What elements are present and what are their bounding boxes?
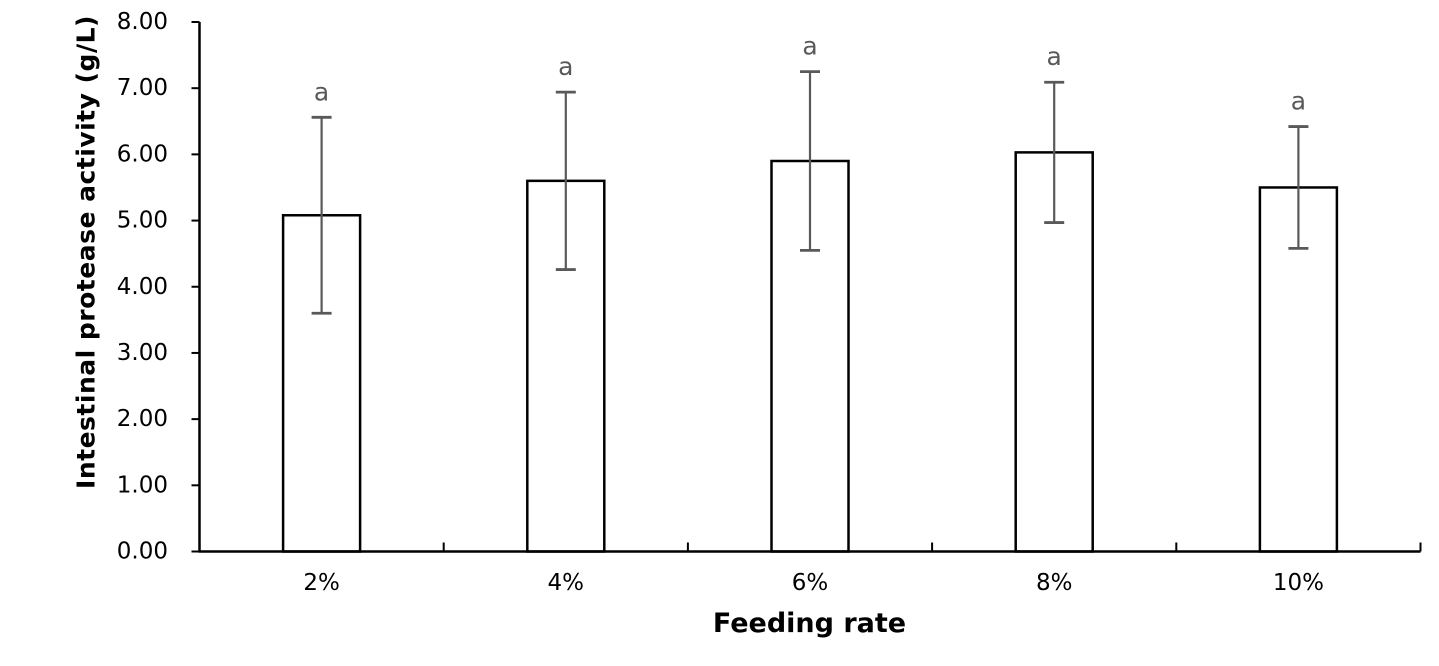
y-tick-label: 2.00: [117, 406, 168, 432]
y-tick-label: 3.00: [117, 340, 168, 366]
y-tick-label: 5.00: [117, 208, 168, 234]
x-axis-title: Feeding rate: [712, 608, 907, 639]
y-tick-label: 7.00: [117, 75, 168, 101]
x-tick-label: 6%: [792, 570, 829, 596]
x-tick-label: 8%: [1036, 570, 1073, 596]
sig-label: a: [1047, 42, 1062, 71]
sig-label: a: [802, 32, 817, 61]
y-tick-label: 0.00: [117, 539, 168, 565]
y-tick-label: 6.00: [117, 141, 168, 167]
y-tick-label: 4.00: [117, 274, 168, 300]
y-tick-label: 8.00: [117, 9, 168, 35]
y-axis-title: Intestinal protease activity (g/L): [71, 15, 101, 489]
y-tick-label: 1.00: [117, 472, 168, 498]
x-tick-label: 4%: [548, 570, 585, 596]
sig-label: a: [1291, 87, 1306, 116]
x-tick-label: 2%: [303, 570, 340, 596]
bar: [1014, 151, 1094, 553]
sig-label: a: [314, 77, 329, 106]
sig-label: a: [558, 52, 573, 81]
x-tick-label: 10%: [1273, 570, 1324, 596]
